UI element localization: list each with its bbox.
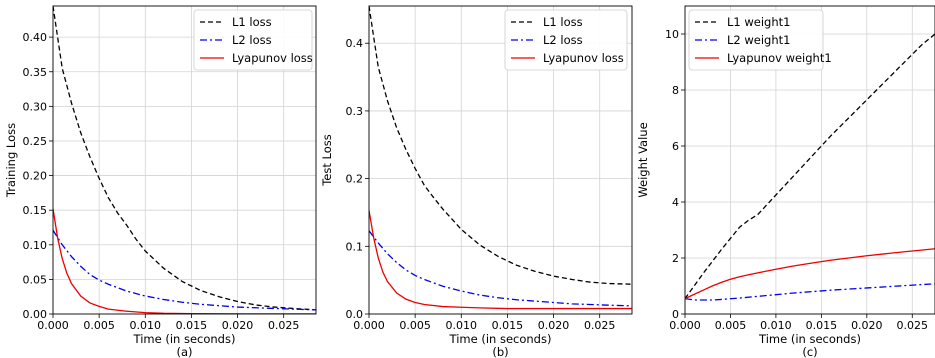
panel-1: 0.000 0.005 0.010 0.015 0.020 0.025 0.00 0.05 0.…: [4, 5, 317, 358]
series-line-l1-loss: [53, 6, 316, 311]
y-axis-label: Weight Value: [636, 122, 650, 197]
legend-box: [193, 9, 313, 71]
plot-frame: [52, 5, 317, 315]
x-tick-label: 0.015: [806, 319, 838, 332]
y-tick-label: 6: [672, 140, 679, 153]
x-tick-label: 0.005: [83, 319, 115, 332]
legend-entry: L1 weight1: [727, 15, 790, 29]
y-tick-label: 0.25: [23, 135, 48, 148]
legend: L1 weight1 L2 weight1 Lyapunov weight1: [688, 9, 832, 71]
y-tick-label: 0.3: [346, 105, 364, 118]
y-tick-label: 0.10: [23, 239, 48, 252]
x-tick-label: 0.005: [399, 319, 431, 332]
series-line-lyapunov-loss: [53, 208, 316, 314]
legend: L1 loss L2 loss Lyapunov loss: [504, 9, 628, 71]
x-tick-label: 0.010: [130, 319, 162, 332]
y-tick-label: 0.15: [23, 204, 48, 217]
y-tick-label: 8: [672, 84, 679, 97]
x-tick-label: 0.020: [222, 319, 254, 332]
x-axis-label: Time (in seconds): [133, 332, 236, 346]
x-tick-label: 0.015: [492, 319, 524, 332]
panel-2: 0.000 0.005 0.010 0.015 0.020 0.025 0.0 0.1 0.2 0…: [320, 5, 633, 358]
x-tick-label: 0.005: [715, 319, 747, 332]
y-tick-label: 0.40: [23, 31, 48, 44]
plot-frame: [368, 5, 633, 315]
y-tick-label: 0.00: [23, 308, 48, 321]
panel-label: (b): [492, 345, 508, 358]
y-tick-label: 0: [672, 308, 679, 321]
y-tick-label: 0.30: [23, 100, 48, 113]
x-tick-label: 0.025: [897, 319, 929, 332]
plot-frame: [684, 5, 935, 315]
y-tick-label: 0.05: [23, 273, 48, 286]
panel-3: 0.000 0.005 0.010 0.015 0.020 0.025 0 2 4 6 8 10 Tim…: [636, 5, 935, 358]
y-tick-label: 4: [672, 196, 679, 209]
y-axis-label: Test Loss: [320, 134, 334, 187]
series-line-l2-loss: [369, 230, 632, 307]
panel-label: (c): [802, 345, 817, 358]
legend: L1 loss L2 loss Lyapunov loss: [193, 9, 313, 71]
series-line-l1-loss: [369, 6, 632, 285]
x-axis-label: Time (in seconds): [758, 332, 861, 346]
legend-entry: Lyapunov loss: [232, 51, 313, 65]
y-tick-label: 2: [672, 252, 679, 265]
legend-entry: L1 loss: [232, 15, 272, 29]
legend-entry: L2 weight1: [727, 33, 790, 47]
x-tick-label: 0.000: [669, 319, 701, 332]
y-tick-label: 0.4: [346, 37, 364, 50]
y-axis-label: Training Loss: [4, 123, 18, 198]
panel-label: (a): [176, 345, 192, 358]
x-tick-label: 0.000: [353, 319, 385, 332]
y-tick-label: 0.2: [346, 173, 364, 186]
x-tick-label: 0.025: [268, 319, 300, 332]
legend-entry: L2 loss: [543, 33, 583, 47]
x-tick-label: 0.010: [446, 319, 478, 332]
series-line-l2-loss: [53, 229, 316, 311]
x-axis-label: Time (in seconds): [449, 332, 552, 346]
x-tick-label: 0.025: [584, 319, 616, 332]
x-tick-label: 0.010: [760, 319, 792, 332]
x-tick-label: 0.020: [851, 319, 883, 332]
x-tick-label: 0.015: [176, 319, 208, 332]
series-line-l1-weight1: [685, 33, 935, 299]
legend-entry: Lyapunov loss: [543, 51, 624, 65]
legend-entry: L2 loss: [232, 33, 272, 47]
x-tick-label: 0.020: [538, 319, 570, 332]
series-line-lyapunov-loss: [369, 210, 632, 310]
x-tick-label: 0.000: [37, 319, 69, 332]
y-tick-label: 0.1: [346, 240, 364, 253]
y-tick-label: 0.35: [23, 66, 48, 79]
legend-entry: Lyapunov weight1: [727, 51, 832, 65]
y-tick-label: 0.0: [346, 308, 364, 321]
series-line-lyapunov-weight1: [685, 248, 935, 300]
legend-box: [688, 9, 824, 71]
y-tick-label: 10: [665, 28, 679, 41]
legend-box: [504, 9, 628, 71]
series-line-l2-weight1: [685, 283, 935, 301]
y-tick-label: 0.20: [23, 170, 48, 183]
legend-entry: L1 loss: [543, 15, 583, 29]
